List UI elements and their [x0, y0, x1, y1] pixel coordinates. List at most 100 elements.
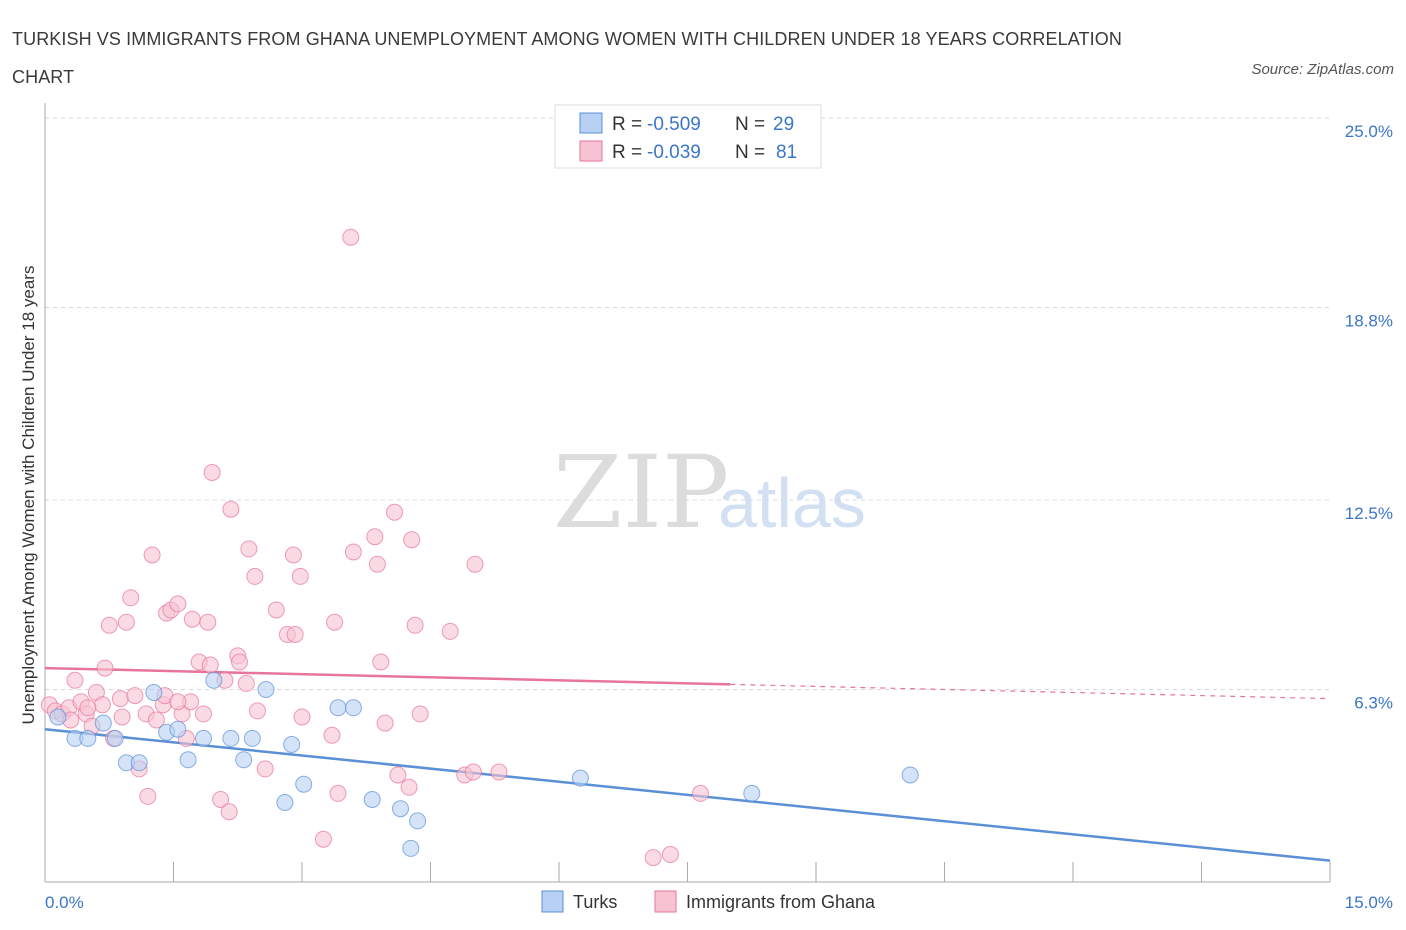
axes [44, 103, 1331, 883]
point-turks [409, 812, 427, 830]
stats-n-value-turks: 29 [773, 114, 794, 135]
trend-line-ghana [44, 666, 731, 686]
stats-r-label-turks: R = [612, 114, 642, 135]
point-turks [130, 754, 148, 772]
legend: Turks Immigrants from Ghana [541, 890, 876, 913]
watermark-zip: ZIP [553, 434, 729, 551]
point-turks [235, 751, 253, 769]
watermark-atlas: atlas [718, 464, 866, 542]
point-ghana [661, 846, 679, 863]
point-turks [169, 720, 187, 738]
point-ghana [376, 714, 394, 732]
stats-swatch-turks [579, 112, 603, 134]
point-turks [257, 681, 275, 698]
point-turks [276, 794, 294, 811]
point-ghana [267, 601, 285, 619]
trend-line-turks [44, 727, 1331, 862]
point-ghana [79, 699, 97, 717]
point-ghana [117, 613, 135, 631]
y-tick-label: 18.8% [1345, 311, 1393, 330]
point-turks [392, 800, 409, 818]
point-ghana [691, 784, 709, 802]
point-ghana [291, 567, 309, 585]
y-tick-label: 25.0% [1345, 122, 1393, 141]
stats-r-value-ghana: -0.039 [647, 142, 701, 163]
stats-r-value-turks: -0.509 [647, 114, 701, 135]
point-ghana [96, 659, 114, 677]
point-ghana [256, 760, 274, 778]
point-ghana [93, 696, 111, 714]
point-ghana [111, 690, 129, 708]
point-ghana [644, 849, 662, 867]
stats-swatch-ghana [579, 140, 603, 162]
point-ghana [139, 787, 157, 805]
point-ghana [237, 674, 255, 692]
point-turks [106, 729, 124, 747]
y-tick-label: 6.3% [1354, 693, 1393, 712]
point-turks [901, 766, 919, 784]
point-ghana [366, 528, 384, 546]
point-ghana [372, 653, 390, 671]
point-ghana [323, 726, 341, 744]
point-ghana [490, 763, 508, 781]
point-ghana [126, 687, 144, 705]
scatter-points [40, 228, 919, 867]
point-ghana [403, 531, 421, 549]
point-ghana [411, 705, 429, 723]
point-ghana [201, 656, 219, 674]
point-ghana [441, 622, 459, 640]
point-ghana [246, 567, 264, 585]
point-ghana [344, 543, 362, 561]
stats-r-label-ghana: R = [612, 142, 642, 163]
x-tick-label-max: 15.0% [1345, 893, 1393, 912]
legend-label-turks: Turks [573, 892, 617, 912]
stats-n-label-turks: N = [735, 114, 765, 135]
point-ghana [284, 546, 302, 564]
x-tick-label-min: 0.0% [45, 893, 84, 912]
stats-n-label-ghana: N = [735, 142, 765, 163]
point-turks [344, 699, 362, 717]
point-ghana [122, 589, 140, 607]
y-tick-label: 12.5% [1345, 504, 1393, 523]
point-ghana [222, 500, 240, 518]
point-ghana [342, 228, 360, 246]
point-turks [363, 791, 381, 808]
point-turks [145, 684, 163, 701]
point-turks [49, 708, 67, 726]
point-ghana [249, 702, 266, 720]
point-ghana [464, 763, 482, 781]
point-ghana [147, 711, 165, 729]
point-ghana [389, 766, 407, 784]
point-turks [179, 751, 197, 769]
point-ghana [400, 778, 418, 796]
stats-box: R = -0.509 N = 29 R = -0.039 N = 81 [554, 104, 822, 169]
chart-title: TURKISH VS IMMIGRANTS FROM GHANA UNEMPLO… [12, 29, 1122, 87]
legend-swatch-ghana [654, 890, 677, 913]
source-label: Source: ZipAtlas.com [1251, 61, 1394, 78]
point-ghana [293, 708, 311, 726]
point-ghana [286, 626, 304, 643]
point-turks [222, 729, 240, 747]
point-ghana [314, 830, 332, 848]
point-ghana [386, 503, 403, 521]
point-turks [283, 736, 301, 753]
legend-label-ghana: Immigrants from Ghana [686, 892, 876, 912]
point-ghana [100, 616, 118, 634]
point-ghana [240, 540, 258, 558]
stats-n-value-ghana: 81 [776, 142, 797, 163]
y-axis-label: Unemployment Among Women with Children U… [19, 266, 38, 725]
point-ghana [466, 555, 484, 573]
point-turks [295, 775, 313, 793]
grid-lines [45, 117, 1330, 690]
point-ghana [231, 653, 248, 671]
point-turks [329, 699, 347, 717]
point-ghana [212, 791, 230, 808]
point-ghana [169, 595, 187, 613]
point-ghana [329, 784, 347, 802]
point-turks [195, 729, 212, 747]
point-turks [571, 769, 589, 787]
trend-lines [44, 666, 1331, 862]
point-ghana [143, 546, 161, 564]
point-turks [205, 671, 223, 689]
